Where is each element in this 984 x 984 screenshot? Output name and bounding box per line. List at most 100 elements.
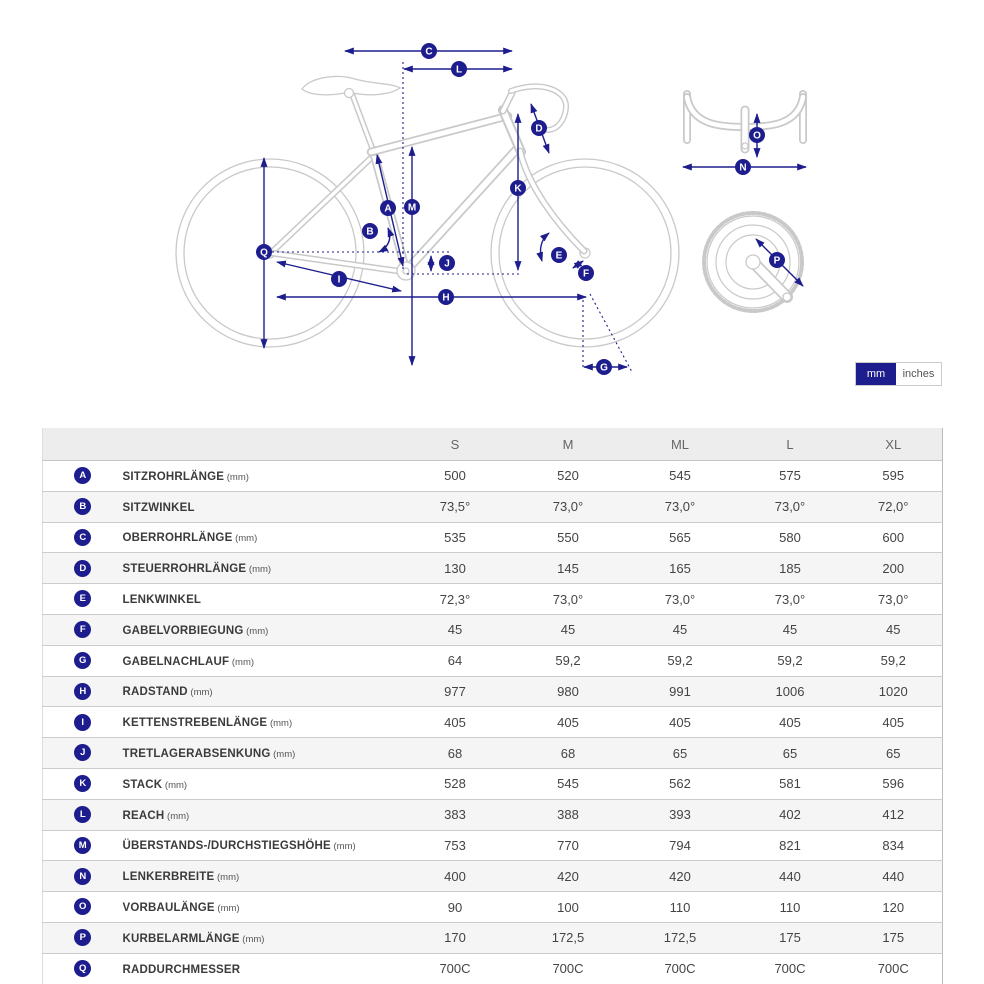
value-f-ml: 45 <box>624 613 736 646</box>
row-marker-n: N <box>74 867 92 885</box>
value-l-m: 388 <box>511 798 625 831</box>
geometry-table: S M ML L XL A SITZROHRLÄNGE (mm) 500 520 545… <box>42 428 943 984</box>
value-b-ml: 73,0° <box>624 490 736 523</box>
value-f-s: 45 <box>398 613 512 646</box>
table-row-o: O VORBAULÄNGE (mm) 90 100 110 110 120 <box>42 891 943 923</box>
row-unit: (mm) <box>239 933 265 945</box>
value-n-ml: 420 <box>624 860 736 892</box>
label-cell-e: LENKWINKEL <box>122 583 399 615</box>
value-m-ml: 794 <box>624 829 736 861</box>
value-c-s: 535 <box>398 521 512 553</box>
table-row-c: C OBERROHRLÄNGE (mm) 535 550 565 580 600 <box>42 521 943 553</box>
value-q-s: 700C <box>398 952 512 984</box>
value-o-l: 110 <box>735 891 845 923</box>
value-l-xl: 412 <box>844 798 943 831</box>
value-h-ml: 991 <box>624 675 736 707</box>
svg-text:C: C <box>425 47 432 58</box>
badge-cell-o: O <box>42 891 123 923</box>
value-n-m: 420 <box>511 860 625 892</box>
diagram-marker-a: A <box>380 200 396 216</box>
value-m-xl: 834 <box>844 829 943 861</box>
row-marker-l: L <box>74 805 92 823</box>
value-p-s: 170 <box>398 921 512 954</box>
svg-text:J: J <box>444 259 450 270</box>
badge-cell-k: K <box>42 767 123 800</box>
value-a-s: 500 <box>398 460 512 492</box>
row-unit: (mm) <box>229 656 255 668</box>
table-row-m: M ÜBERSTANDS-/DURCHSTIEGSHÖHE (mm) 753 770 7… <box>42 829 943 861</box>
value-l-s: 383 <box>398 798 512 831</box>
row-marker-h: H <box>74 682 92 700</box>
svg-text:B: B <box>366 227 373 238</box>
table-row-k: K STACK (mm) 528 545 562 581 596 <box>42 767 943 800</box>
badge-cell-e: E <box>42 583 123 615</box>
table-row-d: D STEUERROHRLÄNGE (mm) 130 145 165 185 200 <box>42 552 943 584</box>
geometry-diagram: A B C D E F G H I J K L M N O P Q mm inc… <box>0 0 984 420</box>
svg-text:D: D <box>535 124 542 135</box>
value-k-l: 581 <box>735 767 845 800</box>
row-unit: (mm) <box>187 687 213 699</box>
col-header-xl: XL <box>844 428 943 461</box>
value-f-l: 45 <box>735 613 845 646</box>
value-h-s: 977 <box>398 675 512 707</box>
value-a-xl: 595 <box>844 460 943 492</box>
row-marker-j: J <box>74 744 92 762</box>
label-cell-n: LENKERBREITE (mm) <box>122 860 399 892</box>
badge-cell-b: B <box>42 490 123 523</box>
diagram-marker-q: Q <box>256 244 272 260</box>
diagram-marker-e: E <box>551 247 567 263</box>
table-row-i: I KETTENSTREBENLÄNGE (mm) 405 405 405 405 405 <box>42 706 943 738</box>
diagram-marker-j: J <box>439 255 455 271</box>
label-cell-m: ÜBERSTANDS-/DURCHSTIEGSHÖHE (mm) <box>122 829 399 861</box>
diagram-marker-m: M <box>404 199 420 215</box>
header-label-column <box>122 428 399 461</box>
row-marker-e: E <box>74 590 92 608</box>
col-header-l: L <box>735 428 845 461</box>
value-g-m: 59,2 <box>511 644 625 677</box>
value-j-ml: 65 <box>624 737 736 769</box>
value-c-m: 550 <box>511 521 625 553</box>
value-j-xl: 65 <box>844 737 943 769</box>
row-unit: (mm) <box>246 564 272 576</box>
row-label: OBERROHRLÄNGE <box>122 532 233 545</box>
unit-toggle: mm inches <box>855 362 942 386</box>
value-b-l: 73,0° <box>735 490 845 523</box>
table-header-row: S M ML L XL <box>42 428 943 461</box>
row-unit: (mm) <box>232 533 258 545</box>
svg-text:N: N <box>739 163 746 174</box>
value-a-ml: 545 <box>624 460 736 492</box>
value-b-s: 73,5° <box>398 490 512 523</box>
value-f-m: 45 <box>511 613 625 646</box>
label-cell-c: OBERROHRLÄNGE (mm) <box>122 521 399 553</box>
arrow-f-fork-rake <box>572 260 584 269</box>
svg-text:M: M <box>408 203 416 214</box>
label-cell-f: GABELVORBIEGUNG (mm) <box>122 613 399 646</box>
row-label: STEUERROHRLÄNGE <box>122 563 247 576</box>
label-cell-k: STACK (mm) <box>122 767 399 800</box>
label-cell-j: TRETLAGERABSENKUNG (mm) <box>122 737 399 769</box>
geometry-table-body: A SITZROHRLÄNGE (mm) 500 520 545 575 595 B SITZW… <box>42 460 943 984</box>
badge-cell-a: A <box>42 460 123 492</box>
svg-text:P: P <box>774 256 781 267</box>
badge-cell-n: N <box>42 860 123 892</box>
value-o-s: 90 <box>398 891 512 923</box>
marker-badges: A B C D E F G H I J K L M N O P Q <box>256 43 785 375</box>
header-badge-column <box>42 428 123 461</box>
row-label: GABELNACHLAUF <box>122 655 230 668</box>
row-marker-g: G <box>74 651 92 669</box>
value-d-l: 185 <box>735 552 845 584</box>
unit-inches-button[interactable]: inches <box>896 363 941 385</box>
row-label: GABELVORBIEGUNG <box>122 624 244 637</box>
label-cell-p: KURBELARMLÄNGE (mm) <box>122 921 399 954</box>
diagram-marker-f: F <box>578 265 594 281</box>
row-unit: (mm) <box>267 718 293 730</box>
value-b-m: 73,0° <box>511 490 625 523</box>
value-d-s: 130 <box>398 552 512 584</box>
crankset-detail <box>702 211 804 313</box>
table-row-j: J TRETLAGERABSENKUNG (mm) 68 68 65 65 65 <box>42 737 943 769</box>
unit-mm-button[interactable]: mm <box>856 363 896 385</box>
value-j-m: 68 <box>511 737 625 769</box>
row-marker-b: B <box>74 497 92 515</box>
row-label: LENKWINKEL <box>122 594 202 607</box>
row-label: STACK <box>122 778 163 791</box>
